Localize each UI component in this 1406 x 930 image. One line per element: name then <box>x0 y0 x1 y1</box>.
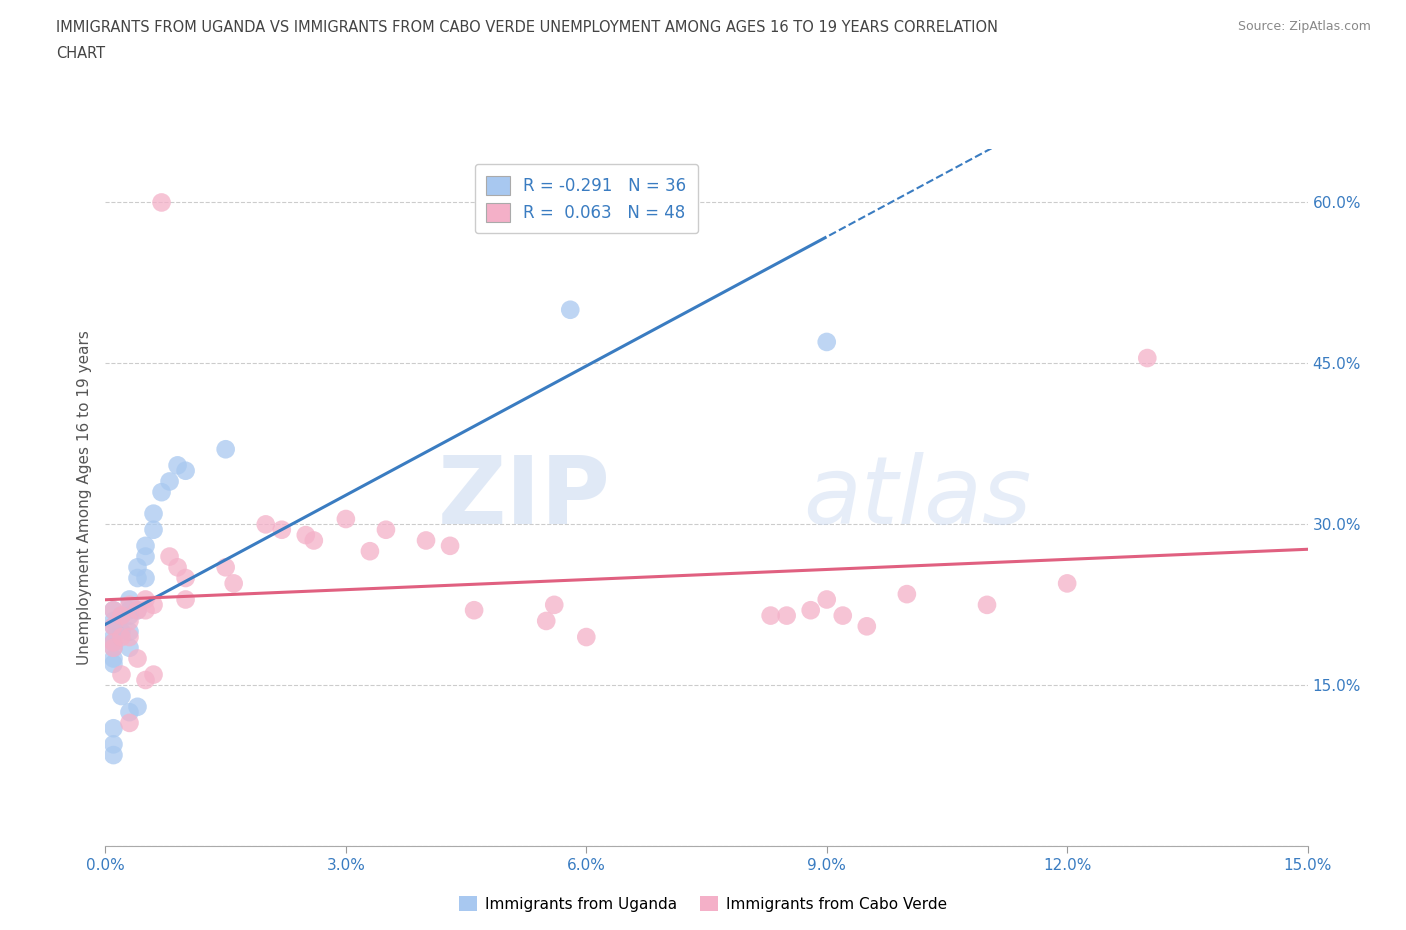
Y-axis label: Unemployment Among Ages 16 to 19 years: Unemployment Among Ages 16 to 19 years <box>77 330 93 665</box>
Point <box>142 667 165 682</box>
Point <box>103 630 125 644</box>
Point <box>415 533 437 548</box>
Point <box>174 592 197 607</box>
Point <box>759 608 782 623</box>
Point <box>118 608 141 623</box>
Point <box>127 603 149 618</box>
Text: atlas: atlas <box>803 452 1031 543</box>
Point <box>110 608 132 623</box>
Point <box>127 560 149 575</box>
Point <box>135 538 157 553</box>
Point <box>118 641 141 656</box>
Point <box>831 608 853 623</box>
Point <box>815 335 838 350</box>
Point <box>302 533 325 548</box>
Point <box>439 538 461 553</box>
Point <box>174 463 197 478</box>
Point <box>150 195 173 210</box>
Point <box>815 592 838 607</box>
Point <box>103 641 125 656</box>
Point <box>118 614 141 629</box>
Point <box>135 592 157 607</box>
Point <box>254 517 277 532</box>
Point <box>214 560 236 575</box>
Point <box>543 597 565 612</box>
Point <box>103 618 125 633</box>
Point <box>110 667 132 682</box>
Point <box>135 571 157 586</box>
Point <box>534 614 557 629</box>
Point <box>103 737 125 751</box>
Point <box>118 715 141 730</box>
Point <box>118 705 141 720</box>
Point <box>976 597 998 612</box>
Point <box>118 630 141 644</box>
Point <box>359 544 381 559</box>
Point <box>896 587 918 602</box>
Point <box>1056 576 1078 591</box>
Point <box>103 603 125 618</box>
Point <box>270 523 292 538</box>
Point <box>174 571 197 586</box>
Text: Source: ZipAtlas.com: Source: ZipAtlas.com <box>1237 20 1371 33</box>
Legend: R = -0.291   N = 36, R =  0.063   N = 48: R = -0.291 N = 36, R = 0.063 N = 48 <box>475 164 697 233</box>
Point <box>142 597 165 612</box>
Point <box>110 624 132 639</box>
Text: CHART: CHART <box>56 46 105 61</box>
Point <box>142 523 165 538</box>
Point <box>335 512 357 526</box>
Point <box>103 635 125 650</box>
Point <box>103 614 125 629</box>
Point <box>374 523 398 538</box>
Point <box>110 688 132 703</box>
Point <box>103 618 125 633</box>
Point <box>103 641 125 656</box>
Point <box>110 630 132 644</box>
Point <box>103 657 125 671</box>
Point <box>575 630 598 644</box>
Point <box>560 302 582 317</box>
Point <box>103 748 125 763</box>
Point <box>103 721 125 736</box>
Text: ZIP: ZIP <box>437 452 610 543</box>
Point <box>127 571 149 586</box>
Point <box>150 485 173 499</box>
Point <box>118 603 141 618</box>
Point <box>135 549 157 564</box>
Point <box>127 651 149 666</box>
Point <box>166 560 188 575</box>
Point <box>855 618 877 633</box>
Point <box>776 608 799 623</box>
Point <box>1136 351 1159 365</box>
Point <box>222 576 245 591</box>
Point <box>214 442 236 457</box>
Point <box>127 699 149 714</box>
Point <box>103 603 125 618</box>
Legend: Immigrants from Uganda, Immigrants from Cabo Verde: Immigrants from Uganda, Immigrants from … <box>453 889 953 918</box>
Point <box>127 603 149 618</box>
Point <box>118 597 141 612</box>
Point <box>800 603 823 618</box>
Point <box>166 458 188 472</box>
Text: IMMIGRANTS FROM UGANDA VS IMMIGRANTS FROM CABO VERDE UNEMPLOYMENT AMONG AGES 16 : IMMIGRANTS FROM UGANDA VS IMMIGRANTS FRO… <box>56 20 998 35</box>
Point <box>135 672 157 687</box>
Point <box>110 608 132 623</box>
Point <box>103 651 125 666</box>
Point <box>159 549 181 564</box>
Point <box>135 603 157 618</box>
Point <box>463 603 485 618</box>
Point <box>118 624 141 639</box>
Point <box>159 474 181 489</box>
Point <box>118 592 141 607</box>
Point <box>142 506 165 521</box>
Point <box>103 635 125 650</box>
Point <box>295 527 318 542</box>
